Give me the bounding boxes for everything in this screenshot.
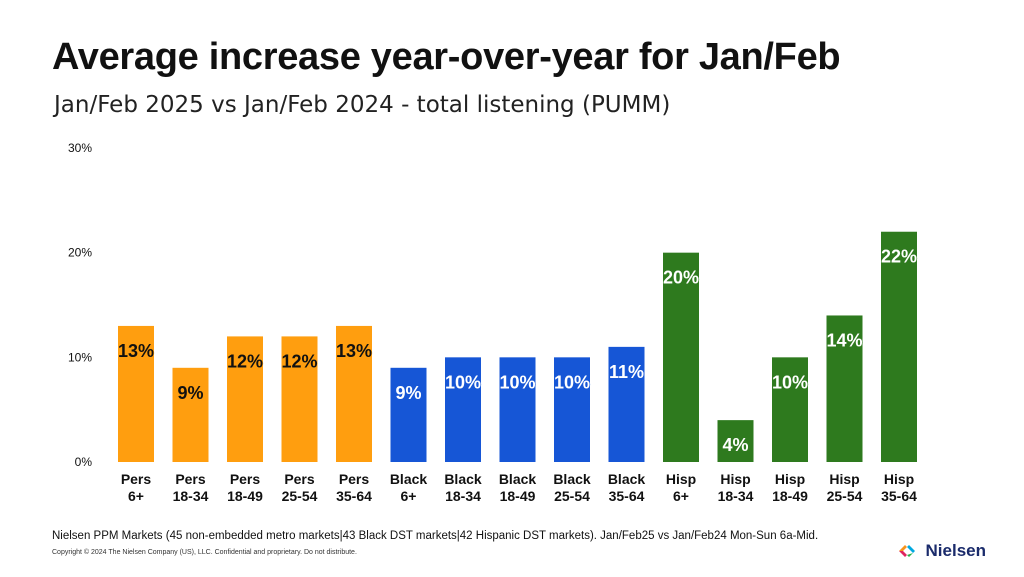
bar-black-18-49 [499,357,536,462]
bar-black-6+ [390,367,427,462]
x-tick-label: Pers [230,471,261,487]
x-axis: Pers6+Pers18-34Pers18-49Pers25-54Pers35-… [121,471,917,504]
data-label: 10% [554,372,590,392]
bar-pers-25-54 [281,336,318,462]
y-tick-label: 0% [75,455,93,469]
y-tick-label: 20% [68,246,92,260]
x-tick-label: Black [390,471,428,487]
x-tick-label: 35-64 [609,488,645,504]
x-tick-label: 18-34 [445,488,481,504]
y-tick-label: 10% [68,350,92,364]
bar-black-25-54 [554,357,590,462]
bar-hisp-35-64 [881,231,917,462]
data-label: 12% [227,351,263,371]
copyright: Copyright © 2024 The Nielsen Company (US… [52,549,357,556]
y-tick-label: 30% [68,141,92,155]
x-tick-label: 25-54 [554,488,590,504]
data-label: 10% [499,372,535,392]
x-tick-label: Pers [339,471,370,487]
data-label: 9% [395,383,421,403]
x-tick-label: 18-49 [500,488,536,504]
x-tick-label: Hisp [829,471,859,487]
nielsen-logo-text: Nielsen [925,541,986,560]
data-label: 22% [881,247,917,267]
data-label: 10% [772,372,808,392]
x-tick-label: 18-34 [718,488,754,504]
bar-hisp-18-34 [717,420,754,462]
bar-hisp-18-49 [772,357,808,462]
nielsen-logo: Nielsen [898,541,986,561]
x-tick-label: Black [444,471,482,487]
nielsen-logo-icon [898,545,915,557]
x-tick-label: 18-34 [173,488,209,504]
x-tick-label: Black [608,471,646,487]
x-tick-label: Pers [284,471,315,487]
data-label: 10% [445,372,481,392]
page-title: Average increase year-over-year for Jan/… [52,36,841,78]
x-tick-label: 25-54 [282,488,318,504]
x-tick-label: 25-54 [827,488,863,504]
x-tick-label: Pers [175,471,206,487]
y-axis: 0% 10% 20% 30% [68,141,92,469]
data-label: 9% [177,383,203,403]
x-tick-label: 18-49 [227,488,263,504]
x-tick-label: 35-64 [336,488,372,504]
x-tick-label: Black [553,471,591,487]
bar-pers-35-64 [336,325,372,462]
bars [118,231,917,462]
x-tick-label: 6+ [401,488,417,504]
bar-black-35-64 [608,346,645,462]
bar-hisp-6+ [663,252,699,462]
data-label: 13% [118,341,154,361]
data-label: 20% [663,268,699,288]
data-label: 11% [609,362,644,382]
bar-pers-18-34 [172,367,209,462]
data-label: 14% [826,330,862,350]
x-tick-label: Hisp [720,471,750,487]
x-tick-label: 35-64 [881,488,917,504]
data-label: 4% [722,435,748,455]
x-tick-label: Hisp [775,471,805,487]
x-tick-label: Hisp [666,471,696,487]
x-tick-label: Pers [121,471,152,487]
data-label: 13% [336,341,372,361]
bar-pers-18-49 [227,336,263,462]
x-tick-label: Black [499,471,537,487]
bar-black-18-34 [445,357,481,462]
data-label: 12% [281,351,317,371]
data-labels: 13% 9% 12% 12% 13% 9% 10% 10% 10% 11% 20% 4% 10% 14% 2… [117,246,917,456]
x-tick-label: 18-49 [772,488,808,504]
bar-pers-6+ [118,325,154,462]
bar-hisp-25-54 [826,315,863,462]
page-subtitle: Jan/Feb 2025 vs Jan/Feb 2024 - total lis… [54,92,671,118]
x-tick-label: Hisp [884,471,914,487]
x-tick-label: 6+ [673,488,689,504]
x-tick-label: 6+ [128,488,144,504]
footnote: Nielsen PPM Markets (45 non-embedded met… [52,530,819,542]
